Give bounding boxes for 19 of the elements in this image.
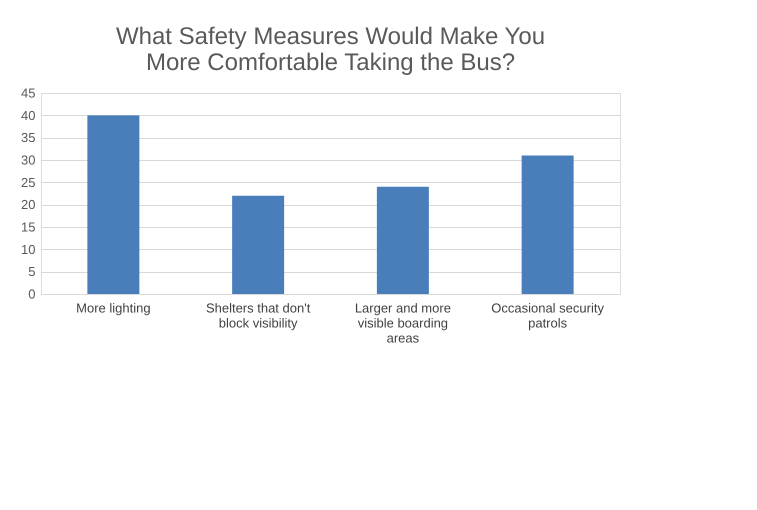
bar — [376, 186, 429, 294]
y-tick-label: 20 — [21, 197, 36, 212]
chart-title: What Safety Measures Would Make You More Comfortable Taking the Bus? — [116, 23, 546, 76]
bar — [232, 196, 284, 294]
y-tick-label: 15 — [21, 220, 36, 234]
y-tick-label: 5 — [28, 264, 36, 280]
bar — [522, 156, 574, 294]
y-tick-label: 35 — [21, 130, 36, 146]
bar — [87, 115, 140, 294]
x-tick-label: More lighting — [76, 300, 151, 316]
x-tick-label: Shelters that don't block visibility — [206, 300, 311, 330]
y-tick-label: 0 — [28, 286, 36, 302]
y-tick-label: 45 — [21, 86, 36, 100]
x-tick-label: Occasional security patrols — [491, 300, 604, 330]
y-tick-label: 25 — [21, 174, 36, 190]
y-tick-label: 40 — [21, 108, 36, 123]
y-tick-label: 10 — [21, 242, 36, 257]
y-tick-label: 30 — [21, 152, 36, 168]
x-tick-label: Larger and more visible boarding areas — [354, 300, 451, 346]
